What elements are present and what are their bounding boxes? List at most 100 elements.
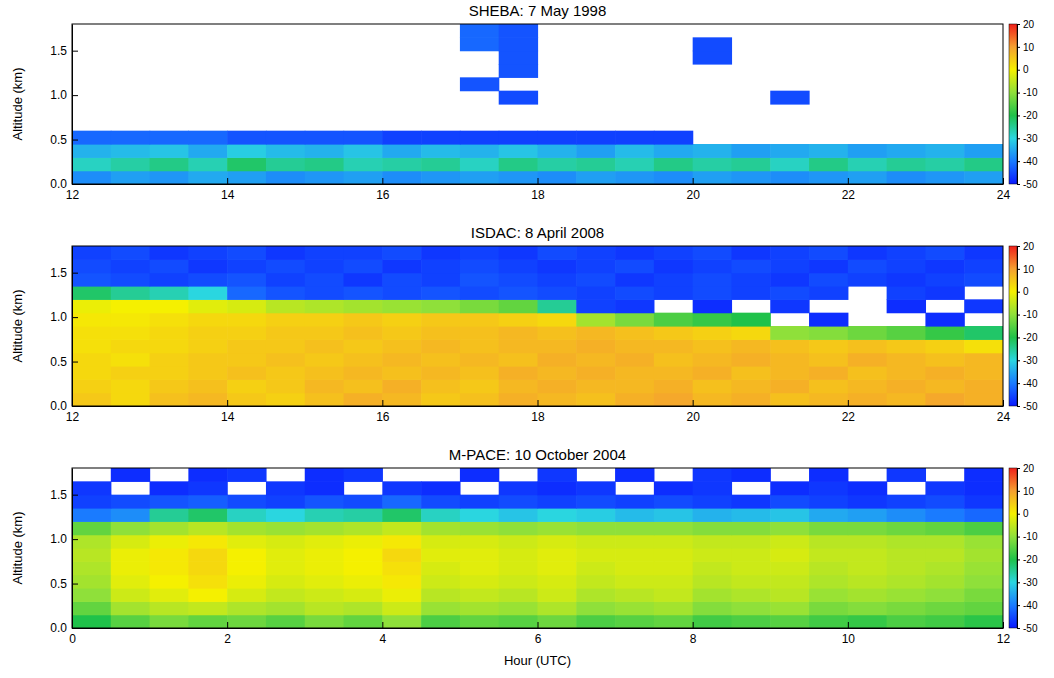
cell — [731, 561, 770, 575]
tick-label: 22 — [842, 410, 856, 424]
panel: 0246810120.00.51.01.5M-PACE: 10 October … — [10, 446, 1038, 668]
cell — [460, 548, 499, 562]
cell — [731, 521, 770, 535]
cell — [150, 521, 189, 535]
cell — [809, 468, 848, 482]
tick: 1.0 — [50, 310, 78, 324]
cell — [848, 326, 887, 340]
cell — [576, 144, 615, 158]
tick: 0 — [1017, 286, 1029, 297]
tick-mark — [72, 406, 78, 407]
cell — [809, 339, 848, 353]
cell — [770, 366, 809, 380]
cell — [344, 339, 383, 353]
cell — [72, 131, 111, 145]
cell — [809, 481, 848, 495]
tick-mark — [1017, 138, 1020, 139]
tick-label: 0 — [69, 632, 76, 646]
plot-background — [72, 468, 1003, 628]
cell — [111, 366, 150, 380]
cell — [72, 144, 111, 158]
cell — [964, 273, 1003, 287]
tick-mark — [1017, 47, 1020, 48]
tick: 1.0 — [50, 532, 78, 546]
cell — [538, 353, 577, 367]
cell — [227, 535, 266, 549]
cell — [887, 353, 926, 367]
tick-mark — [1017, 315, 1020, 316]
cell — [809, 326, 848, 340]
cell — [693, 508, 732, 522]
cell — [344, 575, 383, 589]
cell — [72, 299, 111, 313]
cell — [344, 521, 383, 535]
cell — [538, 286, 577, 300]
cell — [305, 535, 344, 549]
cell — [731, 313, 770, 327]
cell — [576, 313, 615, 327]
tick: -40 — [1017, 378, 1038, 389]
cell — [887, 339, 926, 353]
cell — [266, 379, 305, 393]
cell — [382, 246, 421, 260]
cell — [615, 535, 654, 549]
y-axis: 0.00.51.01.5 — [50, 25, 78, 192]
cell — [576, 379, 615, 393]
cell — [654, 508, 693, 522]
cell — [421, 588, 460, 602]
cell — [848, 273, 887, 287]
tick: 0.5 — [50, 355, 78, 369]
cell — [731, 379, 770, 393]
cell — [111, 393, 150, 406]
cell — [111, 588, 150, 602]
cell — [499, 393, 538, 406]
y-axis: 0.00.51.01.5 — [50, 469, 78, 636]
cell — [421, 535, 460, 549]
tick-mark — [1017, 491, 1020, 492]
cell — [344, 144, 383, 158]
cell — [227, 521, 266, 535]
cell — [499, 366, 538, 380]
cell — [111, 131, 150, 145]
cell — [188, 561, 227, 575]
cell — [925, 588, 964, 602]
cell — [538, 495, 577, 509]
cell — [499, 561, 538, 575]
cell — [421, 575, 460, 589]
cell — [731, 353, 770, 367]
cell — [344, 615, 383, 628]
cell — [382, 575, 421, 589]
cell — [693, 171, 732, 184]
cell — [421, 495, 460, 509]
cell — [227, 313, 266, 327]
cell — [693, 353, 732, 367]
cell — [693, 561, 732, 575]
tick-mark — [72, 495, 78, 496]
cell — [460, 615, 499, 628]
tick-label: -30 — [1023, 577, 1038, 588]
cell — [538, 379, 577, 393]
tick: 0.0 — [50, 177, 78, 191]
tick-mark — [1017, 468, 1020, 469]
tick-mark — [1017, 582, 1020, 583]
tick-label: -40 — [1023, 378, 1038, 389]
cell — [344, 259, 383, 273]
tick: 20 — [1017, 241, 1035, 252]
tick-mark — [1017, 115, 1020, 116]
cell — [227, 601, 266, 615]
plot-frame — [72, 468, 1003, 628]
cell — [809, 313, 848, 327]
cell — [150, 366, 189, 380]
cell — [499, 64, 538, 78]
tick-label: 6 — [535, 632, 542, 646]
tick-label: 10 — [842, 632, 856, 646]
tick-label: 16 — [376, 188, 390, 202]
plot-frame — [72, 24, 1003, 184]
cell — [693, 379, 732, 393]
cell — [460, 273, 499, 287]
cell — [538, 366, 577, 380]
cell — [887, 379, 926, 393]
cell — [848, 588, 887, 602]
cell — [499, 521, 538, 535]
cell — [538, 481, 577, 495]
